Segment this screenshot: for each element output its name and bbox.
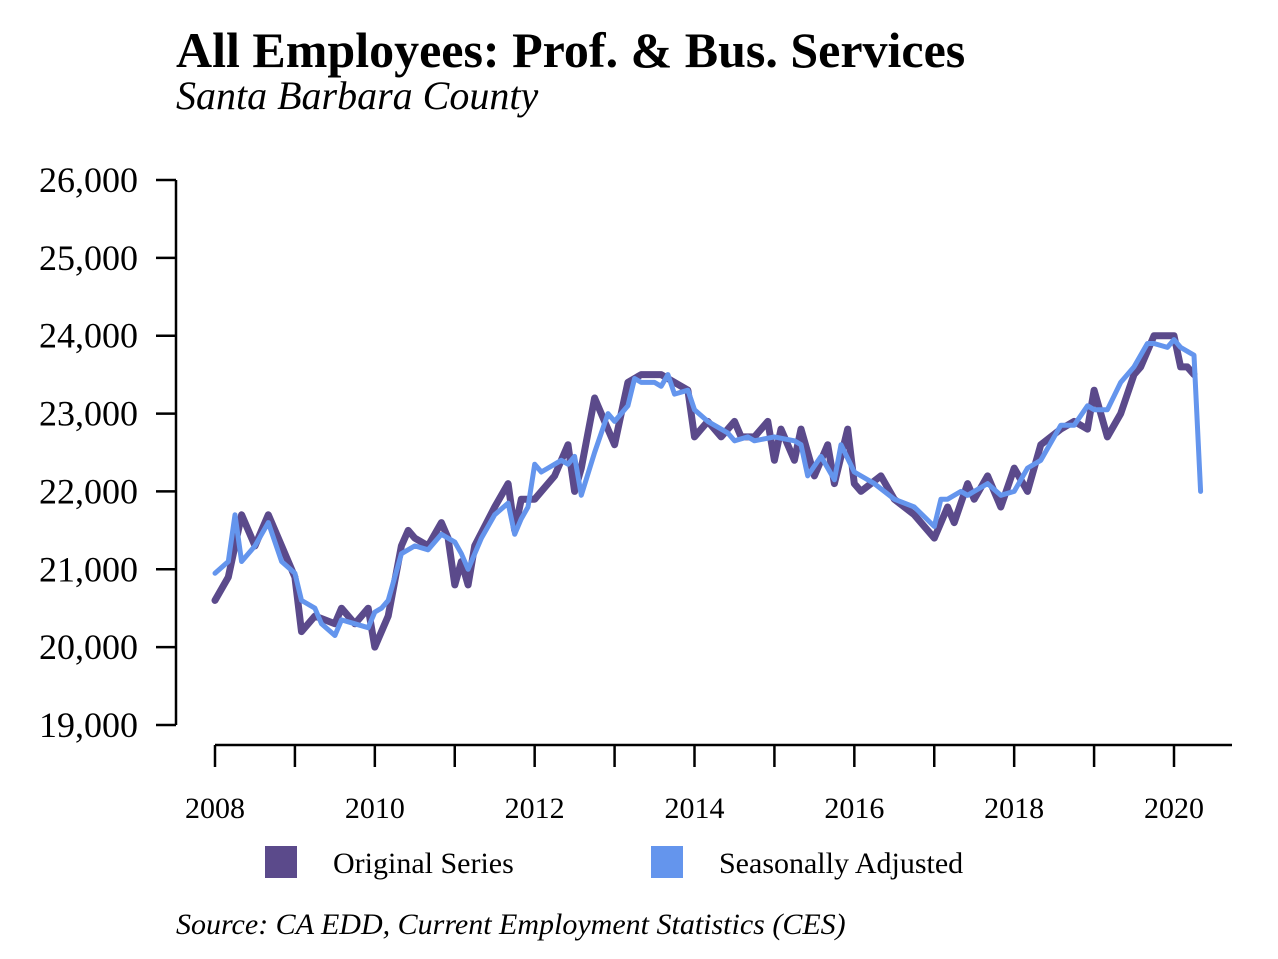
series-line-seasonally-adjusted	[212, 337, 1204, 638]
chart-subtitle: Santa Barbara County	[176, 73, 539, 118]
x-axis: 2008 2010 2012 2014 2016 2018 2020	[185, 743, 1232, 825]
y-tick-label: 21,000	[39, 549, 138, 589]
y-tick-label: 25,000	[39, 238, 138, 278]
legend-label: Seasonally Adjusted	[719, 847, 963, 880]
x-tick-label: 2010	[345, 792, 405, 825]
source-note: Source: CA EDD, Current Employment Stati…	[176, 908, 846, 941]
x-tick-label: 2008	[185, 792, 245, 825]
y-tick-label: 20,000	[39, 627, 138, 667]
x-tick-label: 2012	[505, 792, 565, 825]
y-tick-label: 19,000	[39, 705, 138, 745]
y-tick-label: 22,000	[39, 471, 138, 511]
legend-label: Original Series	[333, 847, 514, 880]
legend-swatch	[265, 846, 297, 878]
x-tick-label: 2018	[984, 792, 1044, 825]
series-layer	[211, 332, 1204, 651]
legend-swatch	[651, 846, 683, 878]
series-line-original	[211, 332, 1198, 651]
legend: Original Series Seasonally Adjusted	[265, 846, 963, 880]
x-tick-label: 2020	[1144, 792, 1204, 825]
chart-title: All Employees: Prof. & Bus. Services	[176, 22, 966, 78]
y-axis: 19,000 20,000 21,000 22,000 23,000 24,000 25,0…	[39, 160, 178, 745]
x-tick-label: 2016	[824, 792, 884, 825]
y-tick-label: 26,000	[39, 160, 138, 200]
y-tick-label: 23,000	[39, 394, 138, 434]
x-tick-label: 2014	[665, 792, 725, 825]
y-tick-label: 24,000	[39, 316, 138, 356]
